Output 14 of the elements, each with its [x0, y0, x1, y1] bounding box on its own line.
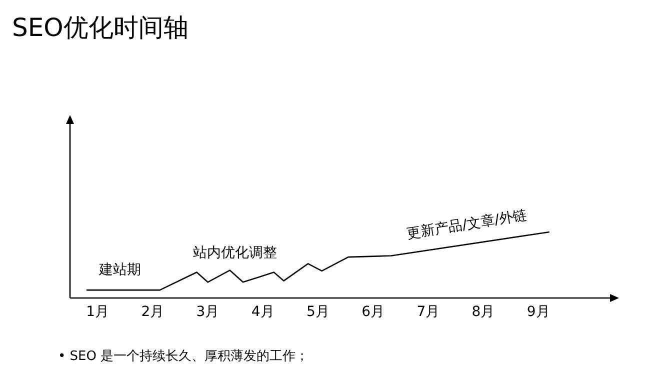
chart-title: SEO优化时间轴	[12, 13, 188, 42]
x-tick-label: 5月	[306, 304, 330, 320]
x-tick-label: 6月	[362, 304, 385, 320]
x-tick-label: 9月	[526, 304, 550, 320]
annotation: 建站期	[98, 262, 141, 278]
x-tick-label: 7月	[416, 304, 440, 320]
text: • SEO 是一个持续长久、厚积薄发的工作；	[58, 349, 309, 364]
annotation: 更新产品/文章/外链	[406, 207, 528, 242]
x-tick-label: 4月	[251, 304, 274, 320]
annotation: 站内优化调整	[193, 244, 277, 261]
x-tick-label: 1月	[86, 304, 110, 320]
x-tick-label: 3月	[196, 304, 220, 320]
x-tick-label: 2月	[141, 304, 164, 320]
x-tick-label: 8月	[472, 304, 495, 320]
